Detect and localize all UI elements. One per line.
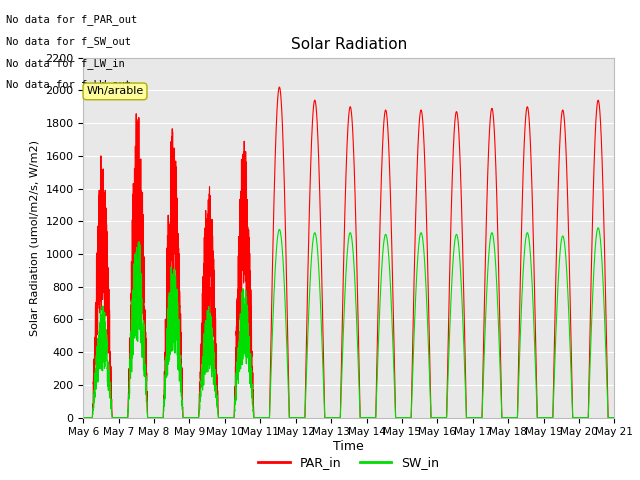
Text: No data for f_PAR_out: No data for f_PAR_out — [6, 14, 138, 25]
SW_in — [79, 415, 87, 420]
Legend: PAR_in, SW_in: PAR_in, SW_in — [253, 451, 444, 474]
Text: No data for f_LW_in: No data for f_LW_in — [6, 58, 125, 69]
PAR_in — [175, 245, 182, 251]
PAR_in — [498, 415, 506, 420]
PAR_in — [610, 415, 618, 420]
PAR_in — [438, 415, 446, 420]
Text: Wh/arable: Wh/arable — [86, 86, 143, 96]
PAR_in — [329, 415, 337, 420]
PAR_in — [276, 84, 284, 90]
SW_in — [498, 413, 506, 419]
PAR_in — [468, 415, 476, 420]
SW_in — [438, 415, 446, 420]
Line: PAR_in: PAR_in — [83, 87, 614, 418]
SW_in — [468, 415, 476, 420]
Y-axis label: Solar Radiation (umol/m2/s, W/m2): Solar Radiation (umol/m2/s, W/m2) — [29, 140, 40, 336]
Title: Solar Radiation: Solar Radiation — [291, 37, 407, 52]
Text: No data for f_LW_out: No data for f_LW_out — [6, 79, 131, 90]
PAR_in — [79, 415, 87, 420]
SW_in — [595, 225, 602, 231]
SW_in — [611, 415, 618, 420]
Text: No data for f_SW_out: No data for f_SW_out — [6, 36, 131, 47]
X-axis label: Time: Time — [333, 440, 364, 453]
SW_in — [175, 364, 182, 370]
Line: SW_in: SW_in — [83, 228, 614, 418]
SW_in — [329, 415, 337, 420]
PAR_in — [611, 415, 618, 420]
SW_in — [610, 415, 618, 420]
